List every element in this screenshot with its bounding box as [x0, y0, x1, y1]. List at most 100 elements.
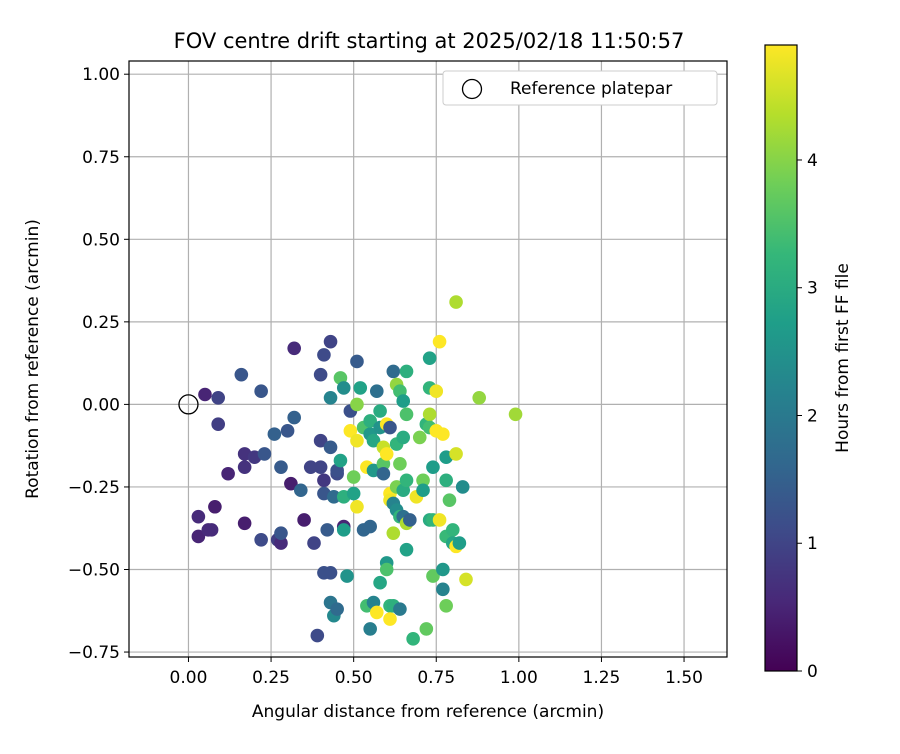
data-point — [287, 410, 301, 425]
data-point — [399, 407, 414, 422]
data-point — [369, 384, 384, 398]
colorbar-tick-label: 3 — [807, 279, 818, 299]
data-point — [198, 387, 212, 402]
data-point — [412, 430, 427, 445]
data-point — [340, 569, 354, 583]
data-point — [383, 612, 397, 626]
data-point — [379, 447, 394, 461]
data-point — [303, 460, 318, 474]
data-point — [274, 460, 288, 474]
data-point — [234, 367, 249, 382]
data-point — [267, 427, 282, 441]
data-point — [280, 424, 295, 438]
data-point — [323, 390, 338, 405]
data-point — [208, 499, 222, 514]
data-point — [426, 460, 440, 474]
data-point — [393, 457, 407, 471]
x-tick-label: 0.00 — [170, 668, 208, 688]
data-point — [366, 433, 381, 448]
y-axis-ticks: −0.75 −0.50 −0.25 0.00 0.25 0.50 0.75 1.00 — [68, 65, 129, 663]
data-point — [297, 513, 311, 527]
data-point — [221, 466, 235, 481]
legend-entry-label: Reference platepar — [510, 79, 672, 99]
x-tick-label: 1.25 — [583, 668, 621, 688]
colorbar-tick-label: 4 — [807, 151, 818, 171]
data-point — [445, 523, 460, 537]
data-point — [320, 523, 335, 537]
data-point — [336, 523, 351, 537]
data-point — [346, 486, 361, 501]
data-point — [211, 417, 226, 432]
data-point — [449, 447, 463, 461]
data-point — [353, 381, 368, 395]
data-point — [343, 424, 358, 438]
data-point — [508, 407, 523, 422]
x-tick-label: 0.75 — [417, 668, 455, 688]
data-points — [191, 295, 523, 646]
data-point — [317, 473, 331, 488]
data-point — [472, 390, 487, 405]
y-tick-label: −0.25 — [68, 478, 120, 498]
data-point — [254, 532, 268, 547]
data-point — [436, 427, 450, 441]
data-point — [422, 351, 437, 365]
data-point — [257, 447, 272, 461]
data-point — [429, 384, 444, 398]
data-point — [439, 473, 453, 488]
data-point — [379, 562, 394, 577]
y-tick-label: −0.75 — [68, 643, 120, 663]
legend-open-circle-icon — [461, 78, 483, 100]
data-point — [419, 622, 434, 636]
y-tick-label: 0.00 — [82, 395, 120, 415]
data-point — [350, 499, 364, 514]
colorbar-gradient — [765, 45, 797, 671]
data-point — [333, 453, 348, 468]
x-tick-label: 0.50 — [335, 668, 373, 688]
y-tick-label: 0.50 — [82, 230, 120, 250]
data-point — [376, 466, 391, 481]
data-point — [363, 622, 377, 636]
data-point — [396, 430, 411, 445]
data-point — [416, 483, 430, 498]
data-point — [399, 364, 414, 379]
data-point — [386, 526, 401, 540]
data-point — [254, 384, 268, 398]
x-axis-ticks: 0.00 0.25 0.50 0.75 1.00 1.25 1.50 — [170, 657, 703, 688]
data-point — [369, 605, 384, 620]
data-point — [383, 420, 397, 435]
data-point — [313, 433, 328, 448]
data-point — [373, 575, 387, 590]
reference-marker-group — [178, 394, 199, 415]
legend: Reference platepar — [442, 70, 718, 106]
data-point — [455, 480, 470, 494]
data-point — [346, 470, 361, 484]
y-tick-label: 1.00 — [82, 65, 120, 85]
data-point — [432, 513, 447, 527]
data-point — [327, 490, 341, 504]
data-point — [191, 509, 206, 524]
data-point — [323, 440, 338, 455]
y-tick-label: −0.50 — [68, 560, 120, 580]
data-point — [310, 628, 325, 643]
reference-platepar-marker — [178, 394, 199, 415]
data-point — [399, 473, 414, 488]
colorbar-tick-label: 2 — [807, 406, 818, 426]
y-tick-label: 0.75 — [82, 148, 120, 168]
data-point — [439, 599, 453, 613]
data-point — [363, 414, 377, 428]
data-point — [313, 460, 328, 474]
data-point — [284, 476, 298, 491]
data-point — [373, 404, 387, 418]
data-point — [350, 433, 364, 448]
data-point — [416, 473, 430, 488]
x-tick-label: 0.25 — [252, 668, 290, 688]
x-tick-label: 1.00 — [500, 668, 538, 688]
data-point — [442, 493, 457, 507]
colorbar-tick-label: 0 — [807, 662, 818, 682]
data-point — [307, 536, 321, 550]
data-point — [191, 529, 206, 544]
data-point — [294, 483, 308, 498]
x-axis-label: Angular distance from reference (arcmin) — [252, 702, 604, 722]
